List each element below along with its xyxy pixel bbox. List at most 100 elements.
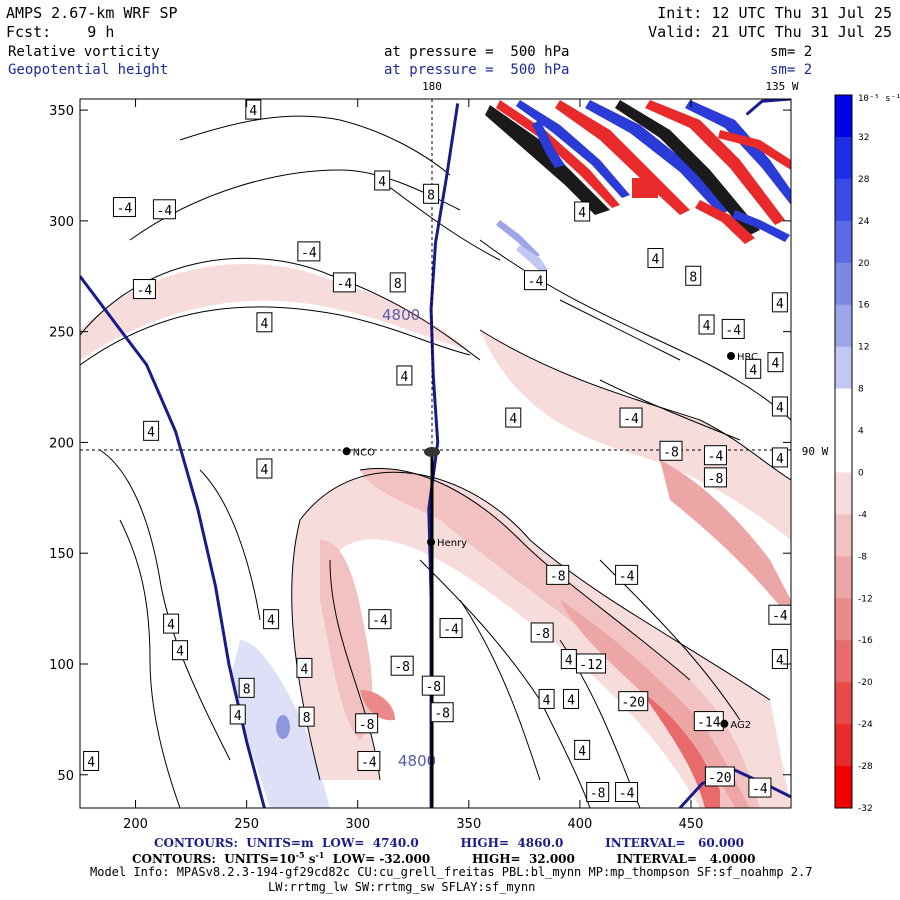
vorticity-label: 8 (238, 677, 255, 698)
vorticity-label-box (256, 312, 273, 333)
vort-info-c: s (304, 852, 316, 866)
vorticity-label: 4 (163, 613, 180, 634)
stations: NCO Henry HRC AG2 (342, 352, 758, 731)
vorticity-label: -4 (768, 604, 791, 625)
vorticity-label: -4 (368, 609, 392, 630)
vorticity-label-text: 4 (509, 412, 517, 427)
vorticity-label: -8 (586, 781, 610, 802)
vorticity-label-box (297, 241, 321, 262)
vorticity-label-text: -8 (590, 786, 606, 801)
vorticity-label-box (615, 564, 639, 585)
vorticity-label-text: 4 (87, 755, 95, 770)
neg-vort-core-2 (320, 540, 373, 740)
vorticity-label: 4 (771, 292, 788, 313)
vorticity-label-text: -4 (772, 609, 788, 624)
vorticity-label-text: 4 (776, 654, 784, 669)
pole-marker (424, 447, 440, 457)
colorbar-tick-label: 24 (858, 217, 870, 227)
map-frame (79, 98, 792, 809)
vorticity-label-box (546, 564, 570, 585)
vorticity-label-text: -4 (361, 755, 377, 770)
colorbar-tick-label: 8 (858, 385, 864, 395)
vorticity-label: -8 (546, 564, 570, 585)
vorticity-label-box (396, 365, 413, 386)
pos-vort-core (276, 715, 290, 739)
vorticity-label: 4 (171, 640, 188, 661)
vorticity-label-box (421, 675, 445, 696)
vorticity-label-box (171, 640, 188, 661)
vorticity-label-text: -8 (425, 680, 441, 695)
x-tick-label: 450 (679, 817, 704, 832)
vorticity-label-box (647, 248, 664, 269)
colorbar-swatch (835, 472, 852, 515)
vorticity-label: 4 (771, 649, 788, 670)
vorticity-label-text: -4 (623, 412, 639, 427)
vorticity-label-box (586, 781, 610, 802)
vorticity-label: 8 (685, 265, 702, 286)
forecast-hour: Fcst: 9 h (6, 23, 115, 41)
vorticity-label-text: -4 (117, 202, 133, 217)
vorticity-label-box (390, 655, 414, 676)
field1-smoothing: sm= 2 (770, 44, 813, 60)
x-tick-label: 400 (568, 817, 593, 832)
height-label-4800-south: 4800 (398, 752, 436, 770)
vorticity-label-text: -4 (725, 323, 741, 338)
neg-vort-core-4 (640, 690, 720, 808)
vorticity-label: 4 (574, 201, 591, 222)
colorbar-swatch (835, 598, 852, 641)
field2-level: at pressure = 500 hPa (384, 62, 570, 78)
vorticity-label-text: -4 (137, 284, 153, 299)
colorbar-swatch (835, 304, 852, 348)
colorbar-tick-label: -28 (858, 762, 873, 772)
vorticity-label-text: -20 (708, 771, 731, 786)
vorticity-label-box (704, 766, 735, 787)
field2-name: Geopotential height (8, 62, 169, 78)
colorbar: 32 28 24 20 16 12 8 4 0 -4 -8 -12 -16 -20 -24 -28 -32 (834, 94, 873, 814)
vorticity-label-box (332, 272, 356, 293)
vorticity-label-text: 8 (394, 277, 402, 292)
vorticity-label: 8 (423, 183, 440, 204)
colorbar-tick-label: 28 (858, 175, 870, 185)
vorticity-label-box (423, 183, 440, 204)
vorticity-label-text: -4 (752, 782, 768, 797)
vorticity-label-text: 4 (652, 253, 660, 268)
x-tick-label: 350 (456, 817, 481, 832)
vorticity-label-box (229, 704, 246, 725)
station-label: Henry (437, 538, 467, 549)
colorbar-frame (834, 94, 853, 809)
vorticity-label: -4 (357, 750, 381, 771)
colorbar-tick-label: 20 (858, 259, 870, 269)
vorticity-label-box (659, 440, 683, 461)
station-label: AG2 (730, 720, 751, 731)
vorticity-label-box (238, 677, 255, 698)
vorticity-label-text: 4 (776, 401, 784, 416)
vorticity-label-text: 4 (400, 370, 408, 385)
y-tick-label: 300 (49, 215, 74, 230)
vorticity-label-box (256, 458, 273, 479)
vorticity-label: -20 (618, 691, 649, 712)
height-label-4800-north: 4800 (382, 306, 420, 324)
vorticity-label-box (771, 292, 788, 313)
colorbar-tick-label: -32 (858, 804, 873, 814)
vorticity-label-text: -4 (528, 275, 544, 290)
vorticity-label-box (389, 272, 406, 293)
neg-vort-band-3 (480, 330, 791, 540)
colorbar-swatch (835, 556, 852, 599)
vorticity-label: 4 (296, 657, 313, 678)
colorbar-tick-label: 4 (858, 427, 864, 437)
station-marker (342, 447, 351, 456)
colorbar-swatch (835, 388, 852, 432)
vorticity-contour-info: CONTOURS: UNITS=10-5 s-1 LOW= -32.000 HI… (132, 850, 756, 866)
vorticity-label-box (698, 314, 715, 335)
vorticity-label: 4 (563, 688, 580, 709)
vorticity-label-text: 4 (565, 654, 573, 669)
vorticity-label-text: -8 (359, 718, 375, 733)
vorticity-label-box (745, 358, 762, 379)
vorticity-label: -4 (332, 272, 356, 293)
vorticity-label-text: 4 (543, 693, 551, 708)
colorbar-tick-label: 12 (858, 343, 869, 353)
vorticity-label-text: 4 (167, 618, 175, 633)
model-info-2: LW:rrtmg_lw SW:rrtmg_sw SFLAY:sf_mynn (268, 880, 536, 894)
valid-time: Valid: 21 UTC Thu 31 Jul 25 (648, 23, 892, 41)
